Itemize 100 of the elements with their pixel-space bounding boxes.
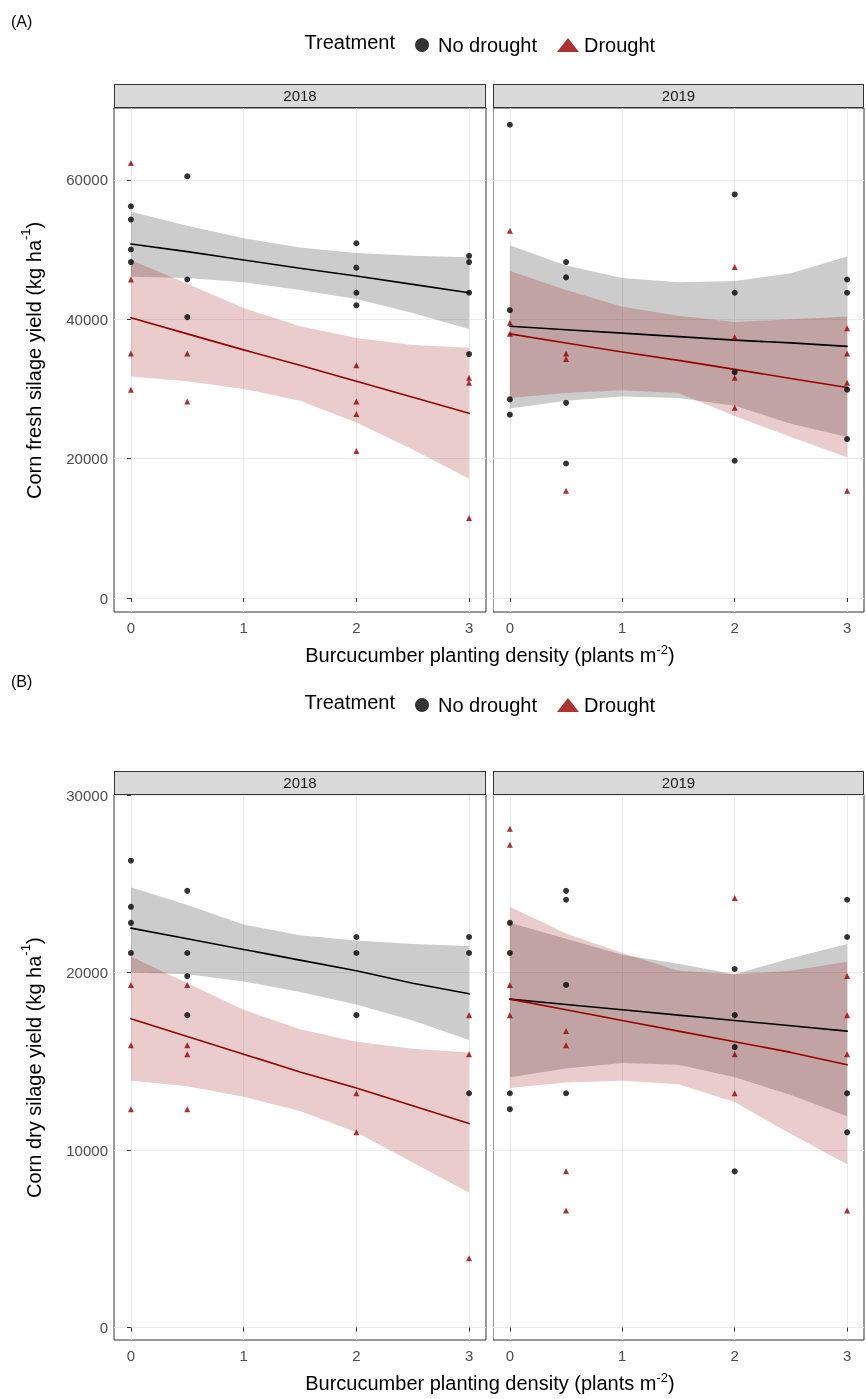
chart-title: 2018: [114, 84, 486, 108]
point: [506, 1106, 513, 1113]
point: [731, 289, 738, 296]
point: [563, 887, 570, 894]
legend-label: No drought: [438, 34, 538, 56]
point: [563, 399, 570, 406]
x-tick-label: 3: [464, 1347, 474, 1364]
x-tick-label: 0: [505, 1347, 515, 1364]
point: [506, 330, 513, 337]
point: [506, 1090, 513, 1097]
point: [353, 264, 360, 271]
point: [563, 1028, 570, 1035]
point: [506, 227, 513, 234]
point: [563, 274, 570, 281]
point: [353, 934, 360, 941]
point: [184, 887, 191, 894]
point: [466, 374, 473, 381]
x-tick-label: 3: [464, 619, 474, 636]
point: [466, 950, 473, 956]
point: [563, 981, 570, 988]
point: [127, 160, 134, 167]
point: [127, 981, 134, 988]
point: [466, 259, 473, 266]
point: [184, 173, 191, 180]
point: [731, 457, 738, 464]
point: [184, 981, 191, 988]
point: [731, 369, 738, 376]
x-tick-label: 3: [842, 619, 852, 636]
point: [563, 487, 570, 494]
point: [353, 362, 360, 369]
point: [844, 386, 851, 393]
point: [844, 896, 851, 903]
point: [353, 289, 360, 296]
point: [506, 1012, 513, 1019]
point: [506, 919, 513, 926]
point: [563, 259, 570, 266]
point: [353, 1012, 360, 1019]
point: [184, 950, 191, 956]
point: [466, 252, 473, 259]
point: [506, 841, 513, 848]
point: [184, 1012, 191, 1019]
x-tick-label: 1: [239, 1347, 248, 1364]
point: [731, 1012, 738, 1019]
point: [466, 289, 473, 296]
x-tick-label: 2: [352, 1347, 361, 1364]
y-tick-label: 20000: [66, 964, 108, 982]
point: [844, 1090, 851, 1097]
point: [506, 825, 513, 832]
point: [844, 436, 851, 443]
legend-title: Treatment: [304, 31, 396, 53]
y-tick-label: 40000: [66, 310, 108, 328]
point: [127, 386, 134, 393]
x-tick-label: 0: [126, 1347, 136, 1364]
point: [506, 319, 513, 326]
point: [506, 121, 513, 128]
y-tick-label: 0: [99, 589, 108, 607]
point: [563, 1168, 570, 1175]
x-tick-label: 0: [505, 619, 515, 636]
point: [127, 919, 134, 926]
point: [844, 1012, 851, 1019]
text: (A): [11, 12, 33, 30]
x-tick-label: 2: [352, 619, 361, 636]
x-tick-label: 0: [126, 619, 136, 636]
point: [127, 216, 134, 223]
point: [844, 973, 851, 980]
y-tick-label: 60000: [66, 171, 108, 189]
point: [506, 950, 513, 956]
legend-label: Drought: [583, 34, 656, 56]
point: [353, 240, 360, 247]
chart-title: 2018: [114, 771, 486, 795]
line-series: [130, 317, 470, 415]
point: [844, 487, 851, 494]
y-tick-label: 30000: [66, 786, 108, 804]
point: [466, 1255, 473, 1262]
point: [127, 1042, 134, 1049]
point: [844, 379, 851, 386]
point: [731, 404, 738, 411]
point: [466, 1090, 473, 1097]
chart-title: 2019: [493, 84, 864, 108]
point: [184, 973, 191, 980]
legend-title: Treatment: [304, 691, 396, 713]
point: [731, 263, 738, 270]
point: [127, 259, 134, 266]
point: [506, 981, 513, 988]
point: [353, 411, 360, 418]
y-tick-label: 10000: [66, 1141, 108, 1159]
point: [127, 857, 134, 864]
point: [563, 460, 570, 467]
x-axis-title: Burcucumber planting density (plants m$^{-2}$): [304, 1369, 676, 1395]
point: [563, 1090, 570, 1097]
point: [353, 950, 360, 956]
point: [563, 355, 570, 362]
point: [844, 934, 851, 941]
point: [466, 1012, 473, 1019]
x-tick-label: 1: [618, 619, 627, 636]
point: [506, 307, 513, 314]
point: [466, 379, 473, 386]
point: [731, 1168, 738, 1175]
point: [466, 1051, 473, 1058]
legend-label: Drought: [583, 694, 656, 716]
